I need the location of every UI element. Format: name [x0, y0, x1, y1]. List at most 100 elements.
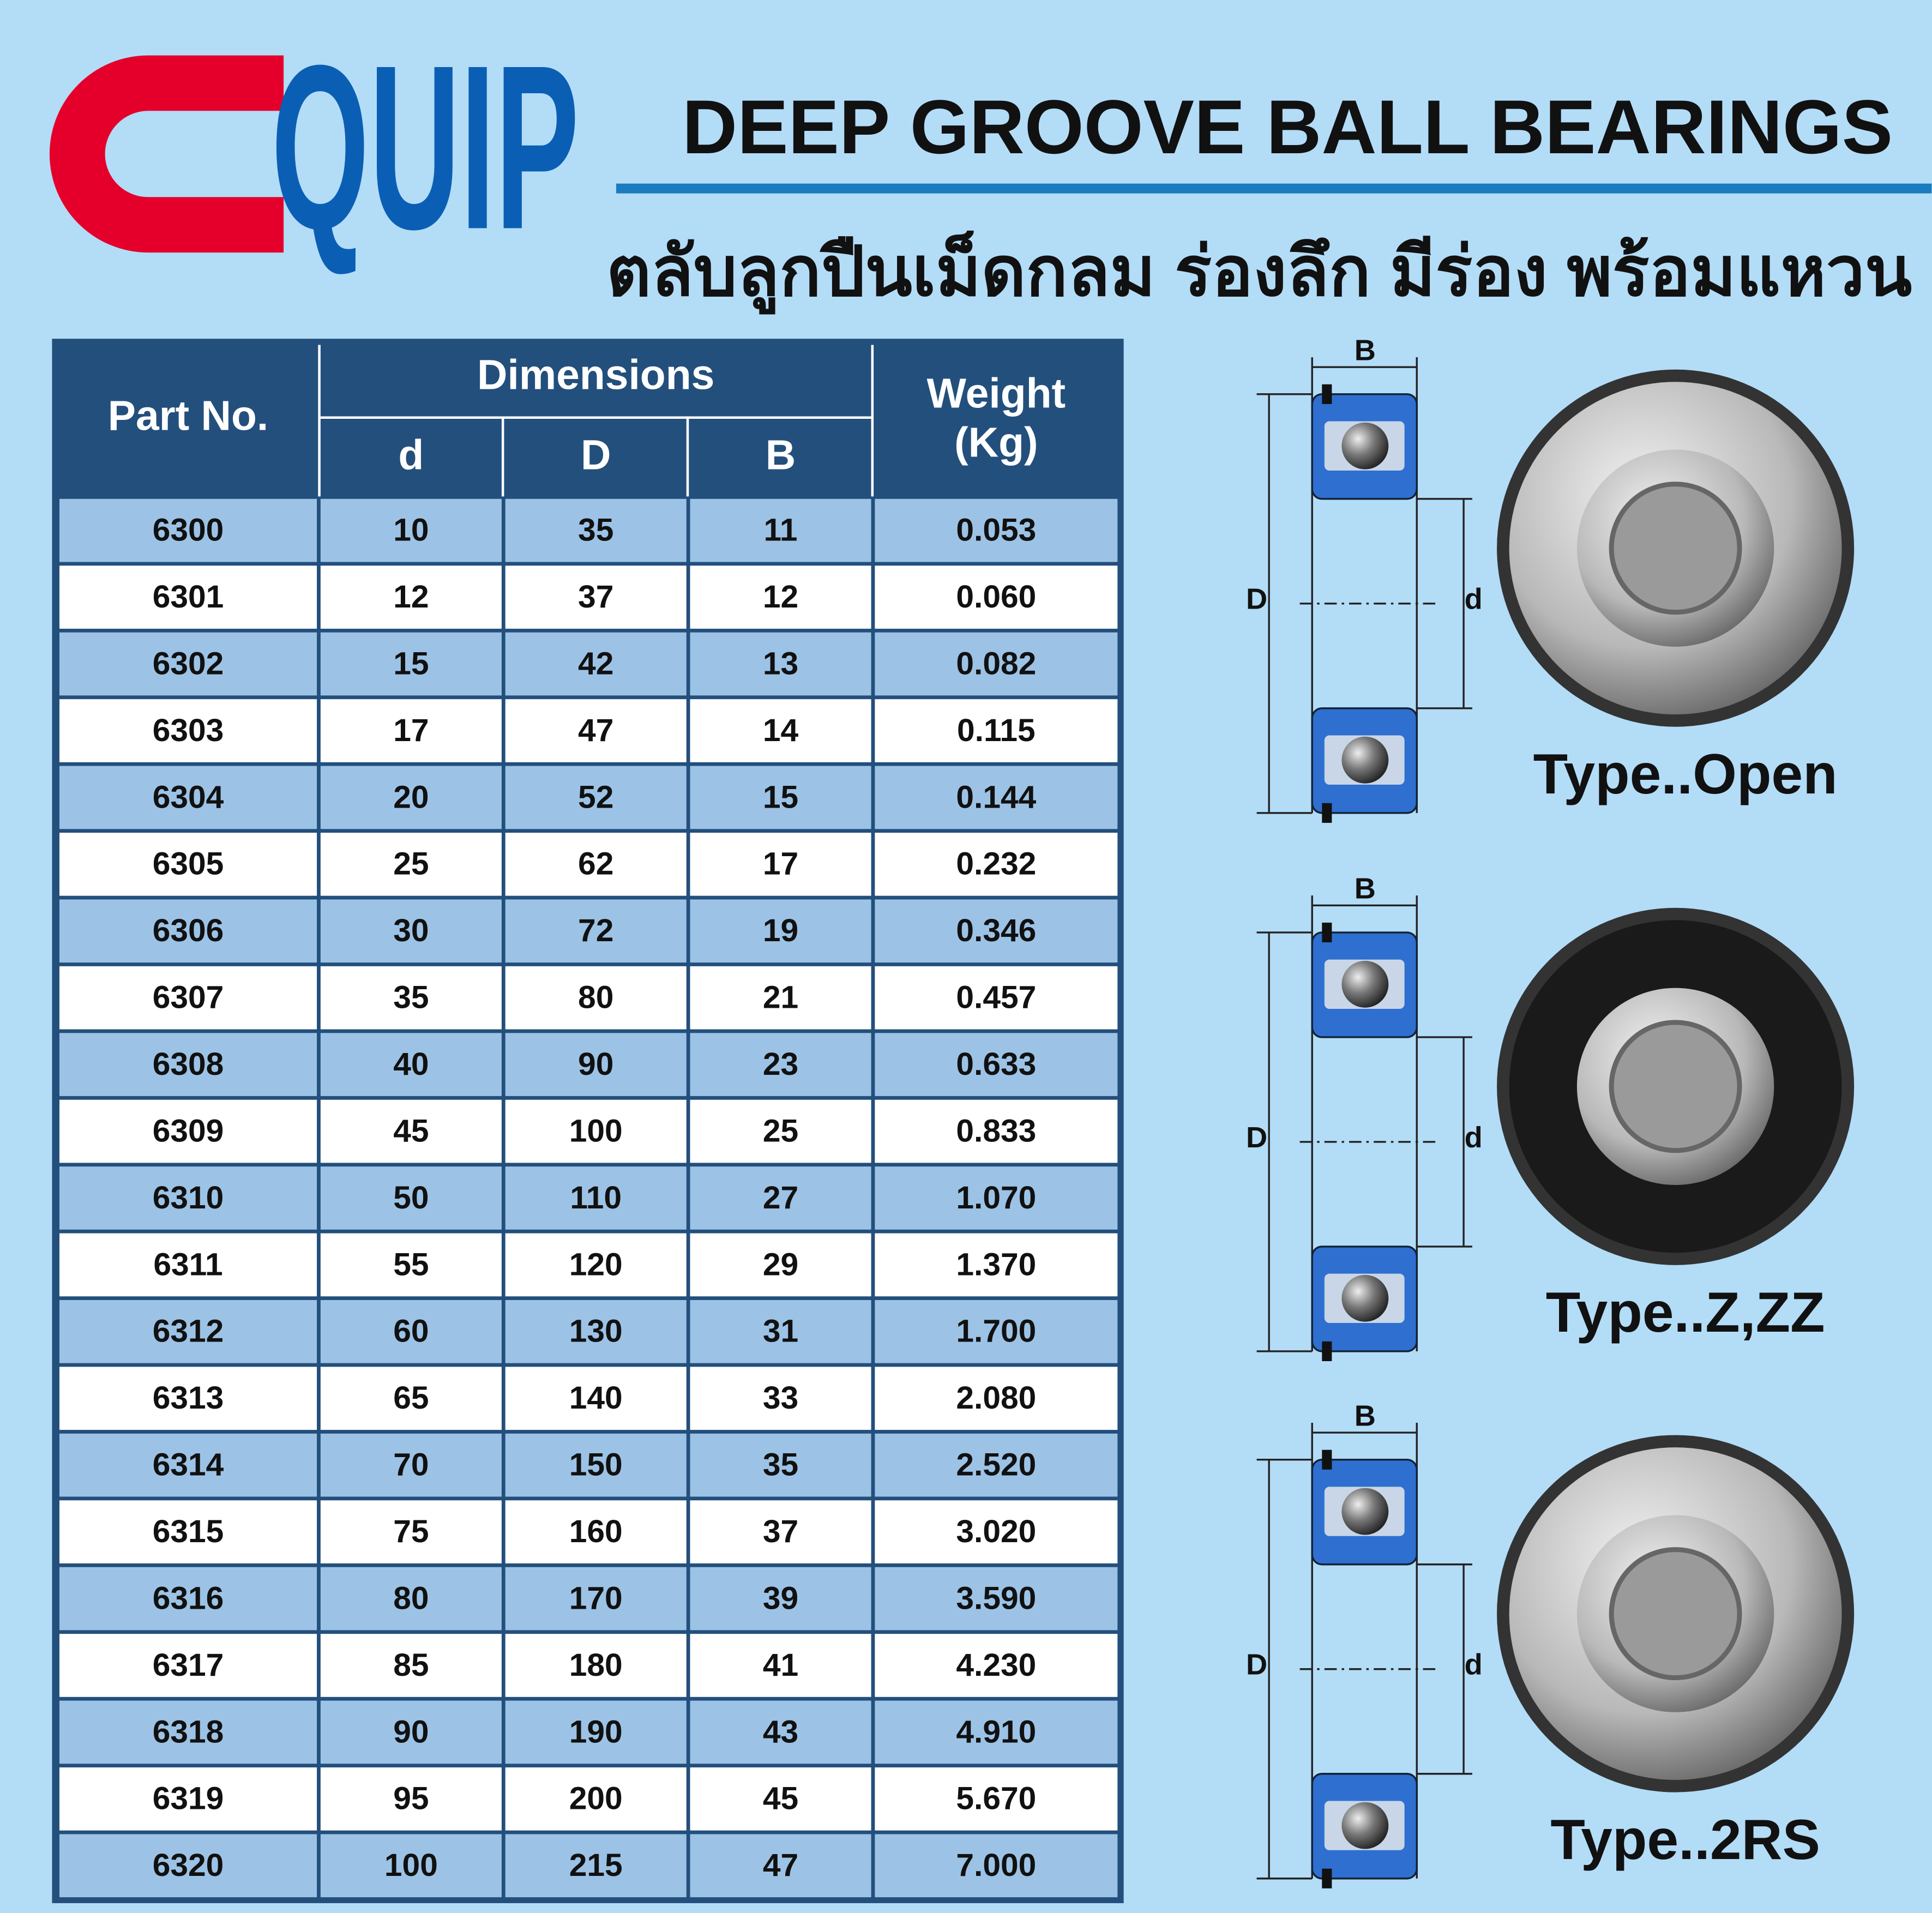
- table-cell: [320, 766, 502, 829]
- table-cell: [875, 1767, 1118, 1831]
- table-cell: [59, 699, 317, 762]
- table-cell: [875, 1834, 1118, 1898]
- label-b: B: [1355, 1399, 1376, 1432]
- cell-text: 45: [763, 1781, 798, 1816]
- table-cell: [505, 1233, 687, 1297]
- table-cell: [690, 1700, 871, 1764]
- table-cell: [59, 1033, 317, 1096]
- type-label: Type..Z,ZZ: [1546, 1281, 1825, 1344]
- table-cell: [59, 566, 317, 629]
- label-b: B: [1355, 872, 1376, 905]
- cell-text: 37: [763, 1514, 798, 1549]
- cell-text: 0.232: [956, 846, 1036, 882]
- cell-text: 170: [569, 1580, 623, 1616]
- snap-ring: [1322, 1449, 1332, 1470]
- cell-text: 90: [578, 1046, 613, 1082]
- table-cell: [690, 766, 871, 829]
- cell-text: 6316: [153, 1580, 224, 1616]
- table-cell: [505, 1033, 687, 1096]
- label-inner-d: d: [1465, 1121, 1483, 1154]
- table-cell: [59, 1500, 317, 1563]
- ball: [1341, 422, 1389, 470]
- cell-text: 6312: [153, 1314, 224, 1349]
- table-cell: [320, 1099, 502, 1163]
- table-cell: [320, 1500, 502, 1563]
- cell-text: 41: [763, 1647, 798, 1683]
- cell-text: 39: [763, 1580, 798, 1616]
- label-inner-d: d: [1465, 1649, 1483, 1681]
- cell-text: 1.700: [956, 1314, 1036, 1349]
- cell-text: 150: [569, 1447, 623, 1483]
- snap-ring: [1322, 384, 1332, 404]
- label-outer-d: D: [1246, 583, 1267, 616]
- cell-text: 6300: [153, 513, 224, 548]
- cell-text: 3.590: [956, 1580, 1036, 1616]
- cell-text: 130: [569, 1314, 623, 1349]
- cell-text: 200: [569, 1781, 623, 1816]
- cell-text: 35: [393, 980, 429, 1015]
- cell-text: 31: [763, 1314, 798, 1349]
- cell-text: 55: [393, 1247, 429, 1282]
- header-b: B: [766, 432, 796, 479]
- table-cell: [505, 1367, 687, 1430]
- table-cell: [59, 1367, 317, 1430]
- cell-text: 4.910: [956, 1714, 1036, 1749]
- cell-text: 90: [393, 1714, 429, 1749]
- bearing-bore: [1609, 1020, 1742, 1153]
- cell-text: 0.115: [957, 713, 1036, 748]
- header-part: Part No.: [108, 392, 268, 439]
- cell-text: 6314: [153, 1447, 224, 1483]
- table-cell: [59, 1767, 317, 1831]
- table-cell: [875, 832, 1118, 896]
- table-cell: [505, 1166, 687, 1230]
- table: Part No. Dimensions d D B Weight (Kg) 6300 10 35 1…: [59, 345, 1118, 1898]
- cell-text: 25: [393, 846, 429, 882]
- table-cell: [320, 1367, 502, 1430]
- table-cell: [875, 498, 1118, 562]
- table-cell: [875, 899, 1118, 963]
- cell-text: 52: [578, 779, 613, 815]
- table-cell: [505, 1834, 687, 1898]
- cell-text: 80: [393, 1580, 429, 1616]
- cell-text: 120: [569, 1247, 623, 1282]
- cell-text: 110: [570, 1180, 622, 1216]
- cell-text: 75: [393, 1514, 429, 1549]
- cell-text: 43: [763, 1714, 798, 1749]
- header-dimensions: Dimensions: [477, 352, 714, 399]
- subtitle: ตลับลูกปืนเม็ดกลม ร่องลึก มีร่อง พร้อมแห…: [606, 230, 1912, 315]
- table-cell: [875, 1700, 1118, 1764]
- snap-ring: [1322, 922, 1332, 943]
- cell-text: 29: [763, 1247, 798, 1282]
- table-cell: [320, 1834, 502, 1898]
- header-weight: Weight (Kg): [927, 370, 1066, 466]
- cell-text: 6310: [153, 1180, 224, 1216]
- cell-text: 3.020: [956, 1514, 1036, 1549]
- table-cell: [690, 566, 871, 629]
- cell-text: 140: [569, 1380, 623, 1416]
- snap-ring: [1322, 1341, 1332, 1362]
- table-cell: [875, 566, 1118, 629]
- cell-text: 21: [763, 980, 798, 1015]
- cell-text: 6309: [153, 1113, 224, 1148]
- table-cell: [59, 632, 317, 696]
- cell-text: 12: [393, 579, 429, 615]
- table-cell: [320, 1634, 502, 1697]
- table-cell: [59, 1300, 317, 1363]
- table-cell: [505, 1433, 687, 1497]
- cell-text: 35: [578, 513, 613, 548]
- cell-text: 23: [763, 1046, 798, 1082]
- table-cell: [320, 966, 502, 1030]
- table-cell: [690, 899, 871, 963]
- cell-text: 47: [763, 1848, 798, 1883]
- cell-text: 1.070: [956, 1180, 1036, 1216]
- cell-text: 80: [578, 980, 613, 1015]
- table-cell: [875, 1233, 1118, 1297]
- cell-text: 47: [578, 713, 613, 748]
- cell-text: 6302: [153, 646, 224, 681]
- cell-text: 20: [393, 779, 429, 815]
- cell-text: 65: [393, 1380, 429, 1416]
- cell-text: 19: [763, 913, 798, 948]
- table-cell: [505, 1634, 687, 1697]
- cell-text: 180: [569, 1647, 623, 1683]
- diagrams: B D d Type..Open B D d Type..Z,ZZ B D d Type..2RS: [1246, 334, 1855, 1888]
